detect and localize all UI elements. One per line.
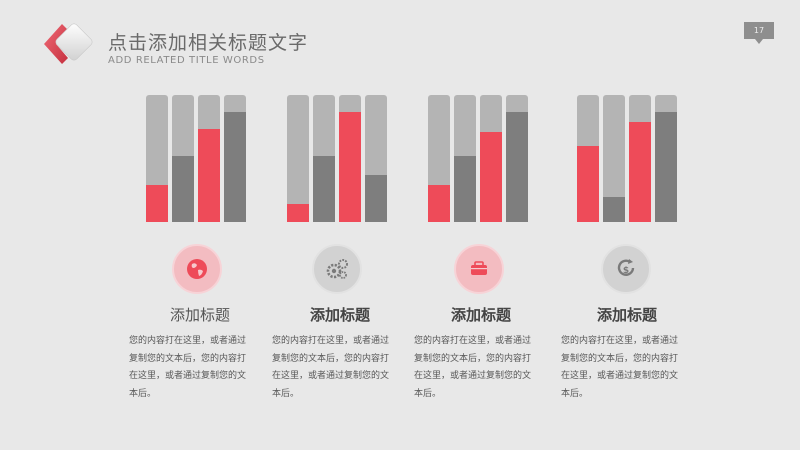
column-4-heading: 添加标题 (596, 306, 657, 324)
bar-track (480, 95, 502, 222)
bar-fill-red (428, 185, 450, 222)
column-1-body: 您的内容打在这里，或者通过复制您的文本后，您的内容打在这里，或者通过复制您的文本… (129, 336, 247, 399)
gears-icon (326, 259, 348, 279)
bar-track (287, 95, 309, 222)
bar-track (428, 95, 450, 222)
column-3-body: 您的内容打在这里，或者通过复制您的文本后，您的内容打在这里，或者通过复制您的文本… (414, 336, 532, 399)
refresh-dollar-icon: $ (617, 259, 635, 276)
bar-fill-red (287, 204, 309, 222)
bar-track (506, 95, 528, 222)
bar-fill-gray (655, 111, 677, 222)
bar-fill-gray (365, 175, 387, 222)
globe-icon (187, 259, 207, 279)
bar-fill-red (480, 131, 502, 222)
bar-fill-red (629, 121, 651, 222)
column-1-heading: 添加标题 (169, 306, 230, 324)
bar-track (224, 95, 246, 222)
page-title: 点击添加相关标题文字 (108, 32, 309, 54)
bar-fill-gray (603, 196, 625, 222)
svg-text:$: $ (623, 266, 629, 276)
gears-icon-badge (312, 244, 362, 294)
bar-track (603, 95, 625, 222)
bar-track (454, 95, 476, 222)
bar-track (146, 95, 168, 222)
bar-group-2 (287, 95, 397, 222)
bar-track (577, 95, 599, 222)
bar-track (655, 95, 677, 222)
wallet-icon-badge (454, 244, 504, 294)
bar-fill-red (198, 129, 220, 222)
globe-icon-badge (172, 244, 222, 294)
bar-track (629, 95, 651, 222)
page-number-badge: 17 (744, 22, 774, 44)
bar-fill-red (146, 185, 168, 222)
bar-fill-red (577, 145, 599, 222)
bar-fill-red (339, 111, 361, 222)
column-3-heading: 添加标题 (450, 306, 511, 324)
refresh-dollar-icon-badge: $ (601, 244, 651, 294)
bar-track (313, 95, 335, 222)
bar-track (339, 95, 361, 222)
column-4-body: 您的内容打在这里，或者通过复制您的文本后，您的内容打在这里，或者通过复制您的文本… (561, 336, 679, 399)
wallet-icon (471, 261, 487, 275)
bar-fill-gray (224, 111, 246, 222)
bar-fill-gray (506, 111, 528, 222)
bar-fill-gray (454, 155, 476, 222)
bar-fill-gray (313, 155, 335, 222)
bar-fill-gray (172, 155, 194, 222)
bar-track (172, 95, 194, 222)
column-2-heading: 添加标题 (309, 306, 370, 324)
column-2-body: 您的内容打在这里，或者通过复制您的文本后，您的内容打在这里，或者通过复制您的文本… (272, 336, 390, 399)
bar-track (365, 95, 387, 222)
bar-group-4 (577, 95, 687, 222)
bar-group-1 (146, 95, 256, 222)
bar-group-3 (428, 95, 538, 222)
page-subtitle: ADD RELATED TITLE WORDS (108, 55, 265, 66)
bar-track (198, 95, 220, 222)
logo (42, 22, 98, 74)
